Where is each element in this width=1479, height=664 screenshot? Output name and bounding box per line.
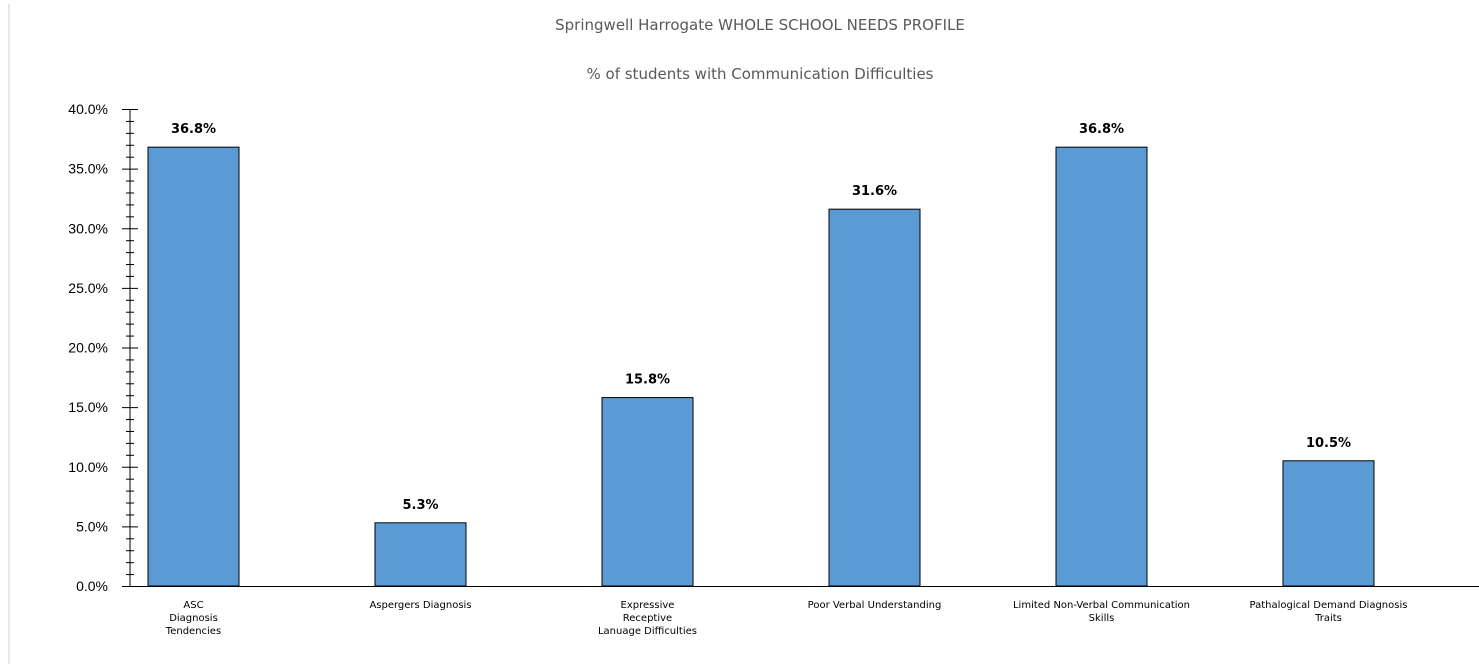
x-category-label-line: Tendencies (165, 626, 221, 637)
bar (601, 397, 694, 587)
x-category-label-line: ASC (183, 600, 203, 611)
y-axis: 0.0% 5.0% 10.0% 15.0% 20.0% 25.0% 30.0% 35.0% 40… (68, 101, 138, 594)
chart-subtitle: % of students with Communication Difficu… (587, 65, 934, 83)
bar (1282, 460, 1375, 587)
x-category-label-line: Limited Non-Verbal Communication (1013, 600, 1190, 611)
data-label: 5.3% (402, 498, 438, 513)
x-category-label: Limited Non-Verbal Communication Skills (1013, 600, 1190, 624)
data-label: 36.8% (1079, 122, 1124, 137)
y-tick-label: 10.0% (68, 459, 108, 475)
y-tick-label: 20.0% (68, 340, 108, 356)
data-label: 36.8% (171, 122, 216, 137)
bar (1055, 146, 1148, 587)
bar (147, 146, 240, 587)
y-tick-label: 15.0% (68, 399, 108, 415)
data-label: 10.5% (1306, 436, 1351, 451)
bar (374, 522, 467, 587)
x-category-label: Poor Verbal Understanding (808, 600, 942, 611)
chart-title: Springwell Harrogate WHOLE SCHOOL NEEDS … (555, 16, 965, 34)
y-tick-label: 30.0% (68, 220, 108, 236)
x-category-label-line: Skills (1089, 613, 1115, 624)
bars-group: 36.8% 5.3% 15.8% 31.6% 36.8% 10.5% (147, 122, 1375, 587)
x-category-label-line: Lanuage Difficulties (598, 626, 697, 637)
y-tick-label: 35.0% (68, 161, 108, 177)
y-tick-label: 40.0% (68, 101, 108, 117)
x-category-label-line: Diagnosis (169, 613, 218, 624)
x-category-label-line: Poor Verbal Understanding (808, 600, 942, 611)
x-category-label-line: Traits (1314, 613, 1342, 624)
x-category-label: ASC Diagnosis Tendencies (165, 600, 221, 637)
x-category-label: Expressive Receptive Lanuage Difficulties (598, 600, 697, 637)
x-category-label: Aspergers Diagnosis (369, 600, 471, 611)
y-tick-label: 0.0% (76, 578, 108, 594)
x-category-label-line: Receptive (623, 613, 672, 624)
x-category-label: Pathalogical Demand Diagnosis Traits (1250, 600, 1408, 624)
y-tick-label: 5.0% (76, 518, 108, 534)
data-label: 15.8% (625, 373, 670, 388)
x-category-label-line: Expressive (621, 600, 675, 611)
x-category-label-line: Aspergers Diagnosis (369, 600, 471, 611)
x-axis: ASC Diagnosis Tendencies Aspergers Diagnosi… (122, 586, 1479, 637)
bar (828, 208, 921, 587)
y-tick-label: 25.0% (68, 280, 108, 296)
data-label: 31.6% (852, 184, 897, 199)
x-category-label-line: Pathalogical Demand Diagnosis (1250, 600, 1408, 611)
